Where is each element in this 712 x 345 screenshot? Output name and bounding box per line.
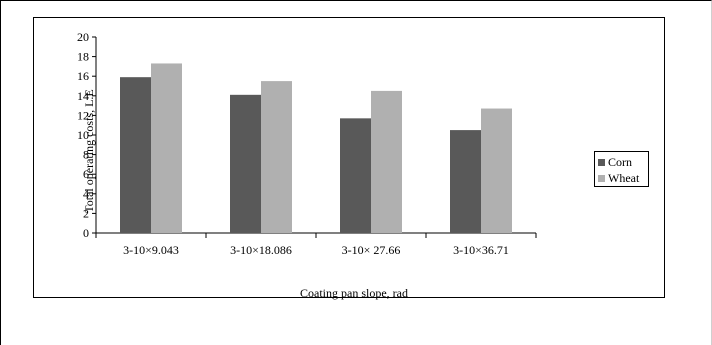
bar-corn-1 — [120, 77, 151, 234]
legend-label-corn: Corn — [608, 154, 632, 169]
bar-wheat-1 — [151, 63, 182, 234]
x-tick-label: 3-10× 27.66 — [342, 243, 401, 257]
legend-item-wheat: Wheat — [598, 170, 648, 186]
y-tick-label: 12 — [77, 108, 89, 122]
bar-chart: 0 2 4 6 8 10 12 14 16 18 20 3-10×9.043 3-10×18.086 3-… — [77, 30, 537, 257]
y-tick-label: 0 — [83, 226, 89, 240]
bar-corn-3 — [340, 118, 371, 233]
legend-swatch-wheat — [598, 174, 605, 182]
legend-label-wheat: Wheat — [608, 170, 640, 185]
bar-corn-2 — [230, 94, 261, 233]
y-tick-label: 2 — [83, 206, 89, 220]
x-axis-title: Coating pan slope, rad — [300, 286, 408, 300]
y-tick-label: 20 — [77, 30, 89, 44]
y-tick-label: 18 — [77, 50, 89, 64]
y-tick-label: 10 — [77, 128, 89, 142]
chart-area: 0 2 4 6 8 10 12 14 16 18 20 3-10×9.043 3-10×18.086 3-… — [33, 17, 665, 300]
legend-swatch-corn — [598, 158, 605, 166]
x-tick-label: 3-10×9.043 — [123, 243, 179, 257]
y-tick-label: 16 — [77, 69, 89, 83]
y-tick-label: 6 — [83, 167, 89, 181]
bar-wheat-2 — [261, 81, 292, 233]
y-tick-label: 4 — [83, 187, 89, 201]
x-tick-label: 3-10×18.086 — [230, 243, 292, 257]
legend: Corn Wheat — [594, 151, 649, 187]
legend-item-corn: Corn — [598, 154, 648, 170]
bar-corn-4 — [450, 130, 481, 233]
bar-wheat-3 — [371, 90, 402, 234]
y-tick-label: 8 — [83, 148, 89, 162]
bar-wheat-4 — [481, 108, 512, 233]
x-tick-label: 3-10×36.71 — [453, 243, 509, 257]
y-axis-title: Total operating costs, L.E — [82, 89, 96, 213]
y-tick-label: 14 — [77, 89, 89, 103]
